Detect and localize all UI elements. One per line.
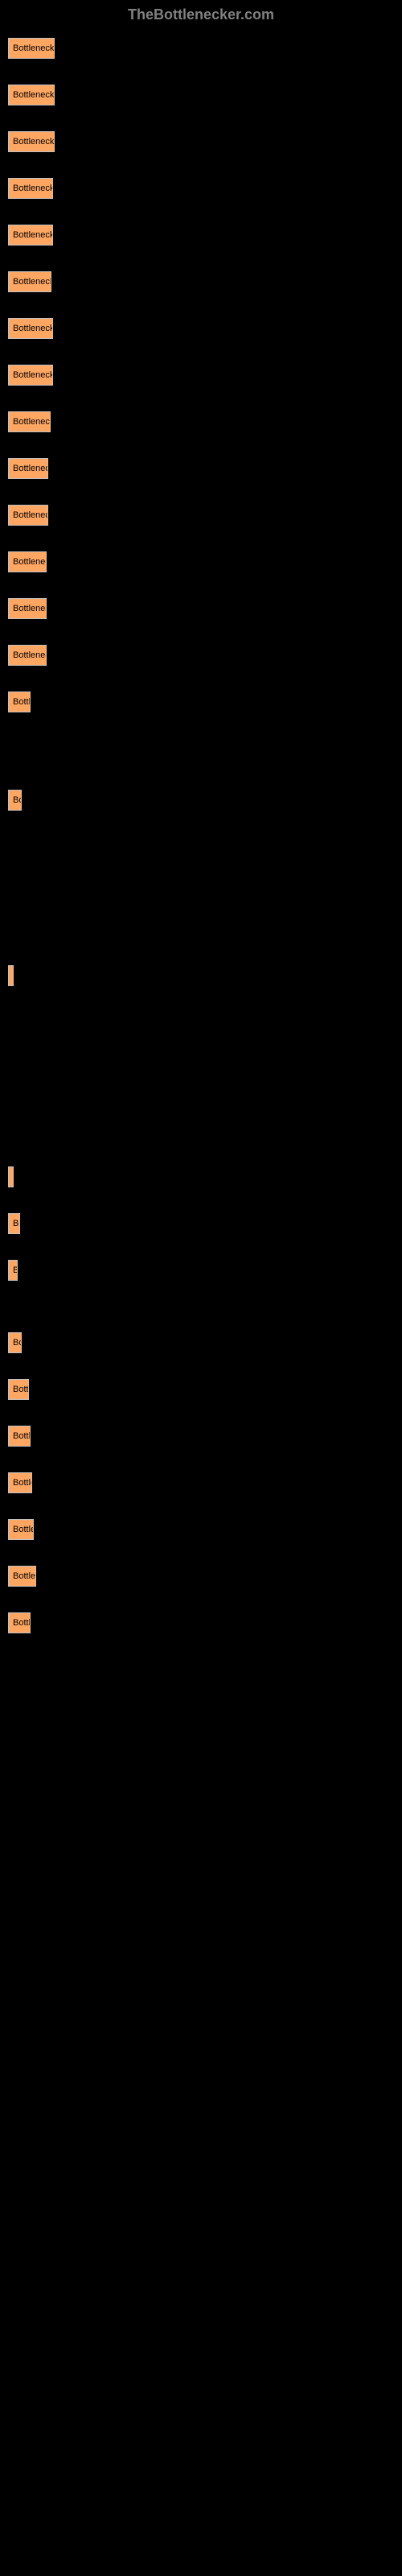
- bar-label: Bottleneck re: [13, 43, 55, 53]
- bar-label: Bottleneck re: [13, 137, 55, 147]
- chart-bar[interactable]: Bottl: [8, 1612, 31, 1633]
- bar-label: Bottleneck r: [13, 324, 53, 333]
- bar-row: Bo: [8, 790, 394, 811]
- bar-label: Bottl: [13, 1431, 31, 1441]
- bar-label: Bottlenec: [13, 557, 47, 567]
- chart-bar[interactable]: Bottleneck: [8, 458, 48, 479]
- bar-label: Bottleneck: [13, 277, 51, 287]
- bar-label: Bottleneck r: [13, 184, 53, 193]
- bar-label: Bottleneck r: [13, 370, 53, 380]
- chart-bar[interactable]: Bottleneck re: [8, 85, 55, 105]
- bar-label: Bottl: [13, 697, 31, 707]
- chart-bar[interactable]: Bottleneck re: [8, 38, 55, 59]
- chart-bar[interactable]: Bottlenec: [8, 645, 47, 666]
- chart-bar[interactable]: Bottlenec: [8, 551, 47, 572]
- bar-row: [8, 1166, 394, 1187]
- bar-label: Bottleneck: [13, 417, 51, 427]
- chart-bar[interactable]: Bottleneck: [8, 411, 51, 432]
- bar-row: Bo: [8, 1213, 394, 1234]
- bar-label: Bo: [13, 1338, 22, 1348]
- chart-bar[interactable]: Bo: [8, 1213, 20, 1234]
- chart-bar[interactable]: Bo: [8, 790, 22, 811]
- chart-bar[interactable]: Bo: [8, 1332, 22, 1353]
- bar-row: Bo: [8, 1332, 394, 1353]
- bar-row: Bottl: [8, 1612, 394, 1633]
- page-header: TheBottlenecker.com: [0, 0, 402, 30]
- chart-bar[interactable]: Bottleneck re: [8, 131, 55, 152]
- chart-bar[interactable]: Bottl: [8, 691, 31, 712]
- bar-label: Bottl: [13, 1385, 29, 1394]
- bar-row: Bottle: [8, 1472, 394, 1493]
- chart-bar[interactable]: Bottleneck: [8, 271, 51, 292]
- bar-row: Bottleneck re: [8, 131, 394, 152]
- bar-label: B: [13, 1265, 18, 1275]
- bar-row: Bottleneck r: [8, 178, 394, 199]
- chart-bar[interactable]: Bottleneck r: [8, 318, 53, 339]
- bar-label: Bottl: [13, 1618, 31, 1628]
- bar-row: Bottleneck: [8, 505, 394, 526]
- bar-label: Bo: [13, 795, 22, 805]
- chart-bar[interactable]: Bottleneck r: [8, 225, 53, 246]
- bar-row: Bottle: [8, 1519, 394, 1540]
- bar-label: Bottlenec: [13, 604, 47, 613]
- bar-row: Bottleneck: [8, 411, 394, 432]
- chart-bar[interactable]: Bottle: [8, 1519, 34, 1540]
- chart-bar[interactable]: Bottler: [8, 1566, 36, 1587]
- bar-row: Bottleneck: [8, 458, 394, 479]
- chart-bar[interactable]: Bottlenec: [8, 598, 47, 619]
- bar-row: Bottleneck r: [8, 225, 394, 246]
- bar-label: Bottleneck: [13, 464, 48, 473]
- chart-bar[interactable]: [8, 965, 14, 986]
- chart-bar[interactable]: [8, 1166, 14, 1187]
- bar-chart: Bottleneck re Bottleneck re Bottleneck re B…: [0, 30, 402, 1667]
- bar-label: Bottlenec: [13, 650, 47, 660]
- bar-row: Bottleneck r: [8, 365, 394, 386]
- bar-row: Bottl: [8, 691, 394, 712]
- bar-label: Bottleneck re: [13, 90, 55, 100]
- bar-row: Bottlenec: [8, 551, 394, 572]
- bar-row: Bottlenec: [8, 645, 394, 666]
- bar-label: Bottleneck: [13, 510, 48, 520]
- bar-row: [8, 965, 394, 986]
- bar-row: Bottleneck r: [8, 318, 394, 339]
- bar-row: Bottleneck: [8, 271, 394, 292]
- chart-bar[interactable]: Bottleneck r: [8, 365, 53, 386]
- bar-label: Bottle: [13, 1478, 32, 1488]
- chart-bar[interactable]: Bottleneck r: [8, 178, 53, 199]
- bar-row: Bottler: [8, 1566, 394, 1587]
- bar-row: Bottlenec: [8, 598, 394, 619]
- chart-bar[interactable]: Bottle: [8, 1472, 32, 1493]
- chart-bar[interactable]: B: [8, 1260, 18, 1281]
- bar-row: Bottleneck re: [8, 38, 394, 59]
- bar-row: Bottl: [8, 1426, 394, 1447]
- bar-row: Bottleneck re: [8, 85, 394, 105]
- chart-bar[interactable]: Bottl: [8, 1379, 29, 1400]
- bar-row: B: [8, 1260, 394, 1281]
- bar-label: Bo: [13, 1219, 20, 1228]
- chart-bar[interactable]: Bottleneck: [8, 505, 48, 526]
- bar-row: Bottl: [8, 1379, 394, 1400]
- chart-bar[interactable]: Bottl: [8, 1426, 31, 1447]
- bar-label: Bottleneck r: [13, 230, 53, 240]
- bar-label: Bottler: [13, 1571, 36, 1581]
- bar-label: Bottle: [13, 1525, 34, 1534]
